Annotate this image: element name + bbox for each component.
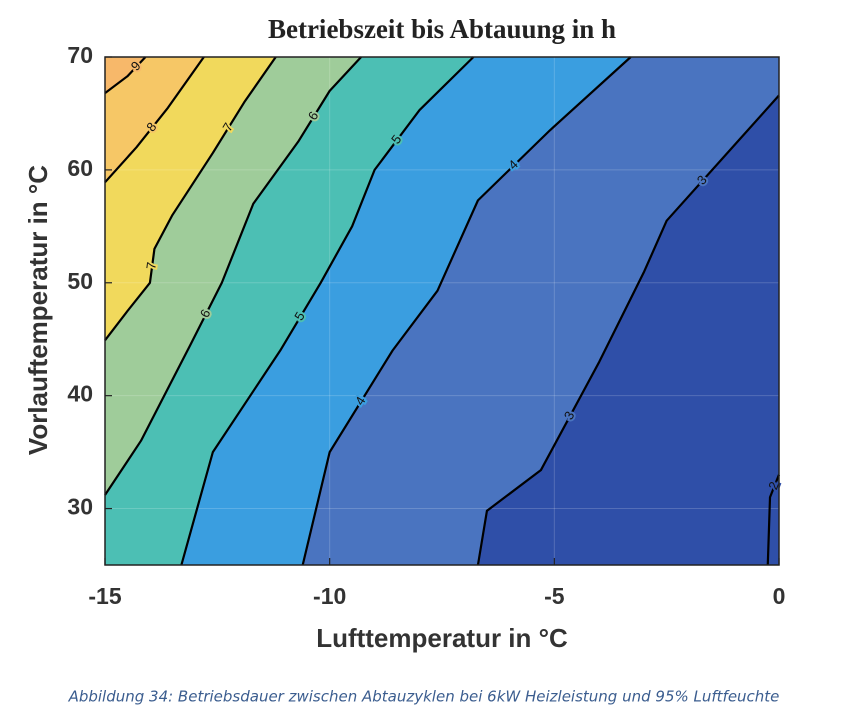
x-tick-label: 0 bbox=[773, 583, 786, 609]
y-tick-label: 60 bbox=[67, 155, 93, 181]
x-tick-label: -15 bbox=[88, 583, 121, 609]
contour-line bbox=[301, 56, 632, 566]
y-tick-label: 70 bbox=[67, 42, 93, 68]
contour-line bbox=[476, 94, 780, 566]
y-tick-label: 50 bbox=[67, 268, 93, 294]
contour-fill bbox=[105, 57, 204, 183]
caption: Abbildung 34: Betriebsdauer zwischen Abt… bbox=[68, 688, 780, 706]
contour-line bbox=[766, 474, 781, 566]
x-tick-label: -5 bbox=[544, 583, 565, 609]
y-axis-label: Vorlauftemperatur in °C bbox=[23, 165, 53, 455]
y-tick-label: 30 bbox=[67, 494, 93, 520]
chart-title: Betriebszeit bis Abtauung in h bbox=[268, 14, 616, 44]
contour-line bbox=[104, 56, 205, 184]
contour-fill bbox=[105, 57, 146, 94]
contour-line bbox=[180, 56, 475, 566]
contour-line bbox=[104, 56, 147, 95]
x-tick-label: -10 bbox=[313, 583, 346, 609]
contour-line bbox=[104, 56, 277, 342]
contour-line bbox=[104, 56, 362, 496]
x-axis-label: Lufttemperatur in °C bbox=[316, 623, 568, 653]
y-tick-label: 40 bbox=[67, 381, 93, 407]
plot-frame bbox=[104, 56, 780, 566]
